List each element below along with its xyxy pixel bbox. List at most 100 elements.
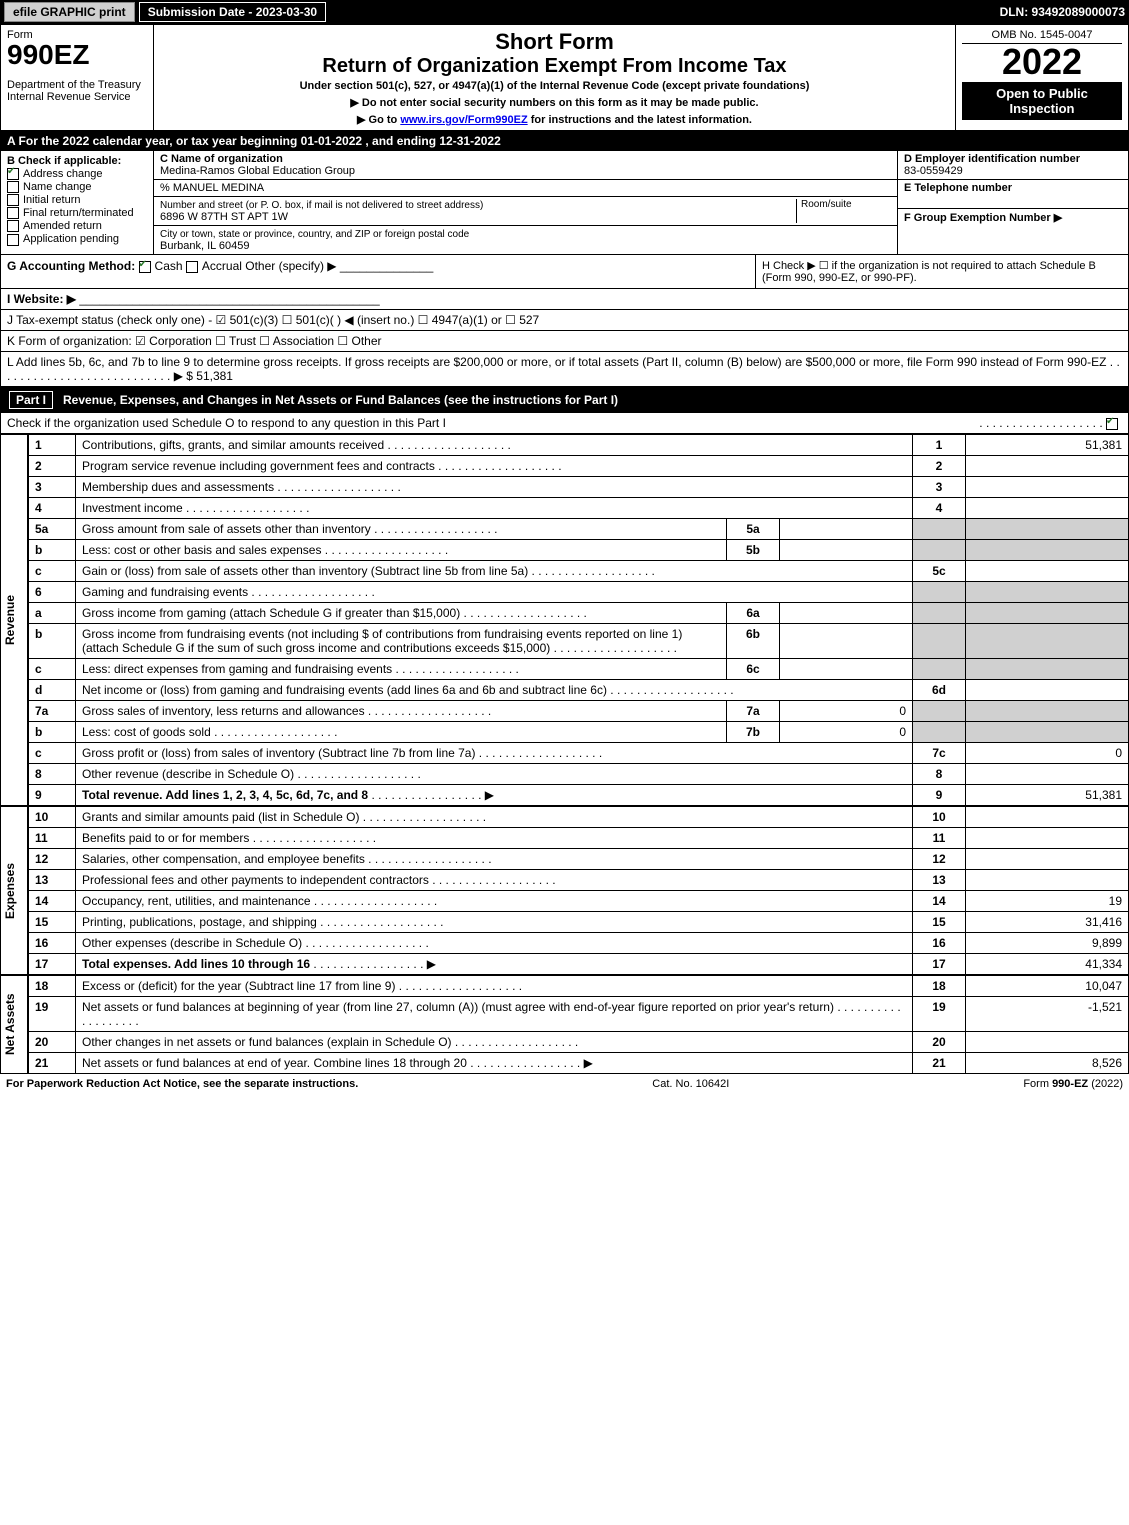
- line-description: Grants and similar amounts paid (list in…: [76, 807, 913, 828]
- part-1-bar: Part I Revenue, Expenses, and Changes in…: [0, 387, 1129, 413]
- line-l-text: L Add lines 5b, 6c, and 7b to line 9 to …: [7, 355, 1106, 369]
- line-number: 18: [29, 976, 76, 997]
- box-b-item: Amended return: [7, 220, 147, 232]
- line-row: 15Printing, publications, postage, and s…: [29, 912, 1129, 933]
- note2-suffix: for instructions and the latest informat…: [528, 114, 752, 126]
- street-label: Number and street (or P. O. box, if mail…: [160, 200, 483, 211]
- line-description: Gross income from gaming (attach Schedul…: [76, 603, 727, 624]
- line-l: L Add lines 5b, 6c, and 7b to line 9 to …: [0, 352, 1129, 387]
- right-line-number: [913, 540, 966, 561]
- sub-line-number: 7b: [727, 722, 780, 743]
- box-b-item: Name change: [7, 181, 147, 193]
- header-info-block: B Check if applicable: Address changeNam…: [0, 151, 1129, 255]
- line-row: aGross income from gaming (attach Schedu…: [29, 603, 1129, 624]
- website-label: I Website: ▶: [7, 292, 76, 306]
- c-name-label: C Name of organization: [160, 153, 283, 165]
- line-number: 11: [29, 828, 76, 849]
- g-h-row: G Accounting Method: Cash Accrual Other …: [0, 255, 1129, 289]
- right-line-number: [913, 701, 966, 722]
- line-number: b: [29, 624, 76, 659]
- line-number: 1: [29, 435, 76, 456]
- form-header: Form 990EZ Department of the Treasury In…: [0, 24, 1129, 131]
- telephone-label: E Telephone number: [904, 182, 1012, 194]
- form-header-left: Form 990EZ Department of the Treasury In…: [1, 25, 154, 130]
- box-b-checkbox[interactable]: [7, 234, 19, 246]
- form-header-center: Short Form Return of Organization Exempt…: [154, 25, 955, 130]
- right-line-number: [913, 519, 966, 540]
- netassets-vlabel: Net Assets: [0, 975, 28, 1074]
- top-bar: efile GRAPHIC print Submission Date - 20…: [0, 0, 1129, 24]
- right-line-value: [966, 807, 1129, 828]
- line-description: Gross amount from sale of assets other t…: [76, 519, 727, 540]
- right-line-number: [913, 659, 966, 680]
- line-row: 3Membership dues and assessments . . . .…: [29, 477, 1129, 498]
- line-description: Benefits paid to or for members . . . . …: [76, 828, 913, 849]
- sub-line-number: 6c: [727, 659, 780, 680]
- box-b-checkbox[interactable]: [7, 220, 19, 232]
- line-description: Gaming and fundraising events . . . . . …: [76, 582, 913, 603]
- cash-checkbox[interactable]: [139, 261, 151, 273]
- line-row: 4Investment income . . . . . . . . . . .…: [29, 498, 1129, 519]
- box-b-checkbox[interactable]: [7, 168, 19, 180]
- right-line-value: 51,381: [966, 785, 1129, 806]
- line-row: cLess: direct expenses from gaming and f…: [29, 659, 1129, 680]
- right-line-number: 12: [913, 849, 966, 870]
- line-number: 7a: [29, 701, 76, 722]
- ein-label: D Employer identification number: [904, 153, 1080, 165]
- line-number: c: [29, 561, 76, 582]
- right-line-value: [966, 456, 1129, 477]
- line-description: Total revenue. Add lines 1, 2, 3, 4, 5c,…: [76, 785, 913, 806]
- line-h: H Check ▶ ☐ if the organization is not r…: [755, 255, 1128, 288]
- line-description: Other revenue (describe in Schedule O) .…: [76, 764, 913, 785]
- right-line-value: 0: [966, 743, 1129, 764]
- line-description: Total expenses. Add lines 10 through 16 …: [76, 954, 913, 975]
- sub-line-value: 0: [780, 701, 913, 722]
- top-bar-left: efile GRAPHIC print Submission Date - 20…: [4, 2, 326, 22]
- submission-date: Submission Date - 2023-03-30: [139, 2, 326, 22]
- line-row: 2Program service revenue including gover…: [29, 456, 1129, 477]
- right-line-value: [966, 680, 1129, 701]
- line-number: 17: [29, 954, 76, 975]
- form-number: 990EZ: [7, 41, 147, 69]
- right-line-value: [966, 603, 1129, 624]
- line-description: Net income or (loss) from gaming and fun…: [76, 680, 913, 701]
- line-description: Less: direct expenses from gaming and fu…: [76, 659, 727, 680]
- accrual-checkbox[interactable]: [186, 261, 198, 273]
- irs-link[interactable]: www.irs.gov/Form990EZ: [400, 114, 527, 126]
- box-b-item: Final return/terminated: [7, 207, 147, 219]
- right-line-value: [966, 561, 1129, 582]
- line-number: 13: [29, 870, 76, 891]
- footer: For Paperwork Reduction Act Notice, see …: [0, 1074, 1129, 1094]
- right-line-number: 7c: [913, 743, 966, 764]
- sub-line-value: 0: [780, 722, 913, 743]
- box-b-checkbox[interactable]: [7, 194, 19, 206]
- right-line-value: [966, 849, 1129, 870]
- right-line-value: [966, 477, 1129, 498]
- line-description: Investment income . . . . . . . . . . . …: [76, 498, 913, 519]
- line-number: d: [29, 680, 76, 701]
- line-description: Net assets or fund balances at end of ye…: [76, 1053, 913, 1074]
- part-1-title: Revenue, Expenses, and Changes in Net As…: [63, 393, 618, 407]
- right-line-number: 4: [913, 498, 966, 519]
- line-row: 17Total expenses. Add lines 10 through 1…: [29, 954, 1129, 975]
- sub-line-number: 6b: [727, 624, 780, 659]
- part-1-check-row: Check if the organization used Schedule …: [0, 413, 1129, 434]
- other-label: Other (specify) ▶: [245, 259, 336, 273]
- form-subtitle: Under section 501(c), 527, or 4947(a)(1)…: [160, 80, 949, 92]
- right-line-number: [913, 624, 966, 659]
- efile-print-button[interactable]: efile GRAPHIC print: [4, 2, 135, 22]
- right-line-number: 15: [913, 912, 966, 933]
- right-line-number: 9: [913, 785, 966, 806]
- right-line-value: 10,047: [966, 976, 1129, 997]
- box-b-checkbox[interactable]: [7, 181, 19, 193]
- line-number: 20: [29, 1032, 76, 1053]
- schedule-o-checkbox[interactable]: [1106, 418, 1118, 430]
- form-title-1: Short Form: [160, 29, 949, 55]
- line-description: Other expenses (describe in Schedule O) …: [76, 933, 913, 954]
- line-description: Less: cost or other basis and sales expe…: [76, 540, 727, 561]
- line-row: 19Net assets or fund balances at beginni…: [29, 997, 1129, 1032]
- line-row: bGross income from fundraising events (n…: [29, 624, 1129, 659]
- netassets-table: 18Excess or (deficit) for the year (Subt…: [28, 975, 1129, 1074]
- box-b-checkbox[interactable]: [7, 207, 19, 219]
- line-number: 2: [29, 456, 76, 477]
